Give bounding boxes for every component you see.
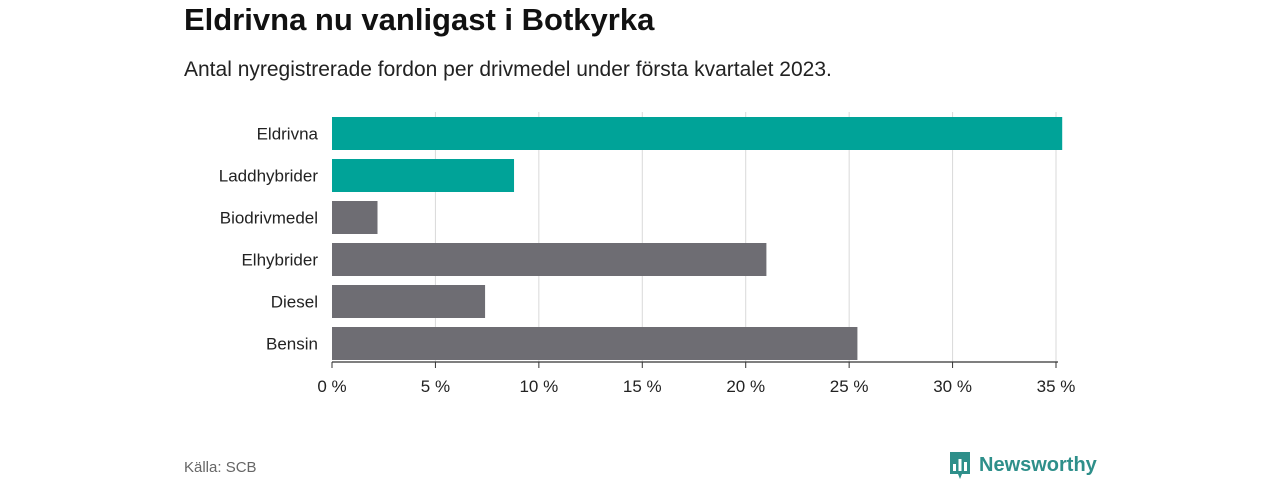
x-tick-label: 5 %: [421, 377, 450, 396]
x-tick-label: 35 %: [1037, 377, 1076, 396]
x-tick-label: 20 %: [726, 377, 765, 396]
brand-logo[interactable]: Newsworthy: [948, 450, 1097, 480]
category-label: Elhybrider: [241, 251, 318, 270]
x-tick-label: 30 %: [933, 377, 972, 396]
chart-title: Eldrivna nu vanligast i Botkyrka: [184, 2, 655, 37]
bar: [332, 285, 486, 318]
x-tick-label: 0 %: [317, 377, 346, 396]
bar: [332, 243, 767, 276]
category-label: Laddhybrider: [219, 167, 319, 186]
bar: [332, 327, 858, 360]
category-label: Biodrivmedel: [220, 209, 318, 228]
bar-chart-icon: [950, 452, 970, 479]
chart-subtitle: Antal nyregistrerade fordon per drivmede…: [184, 58, 832, 81]
source-note: Källa: SCB: [184, 459, 257, 476]
category-label: Bensin: [266, 335, 318, 354]
category-label: Diesel: [271, 293, 318, 312]
category-label: Eldrivna: [257, 125, 319, 144]
x-tick-label: 25 %: [830, 377, 869, 396]
bar: [332, 201, 378, 234]
brand-name: Newsworthy: [979, 453, 1097, 476]
bar: [332, 117, 1063, 150]
x-tick-label: 10 %: [519, 377, 558, 396]
x-tick-label: 15 %: [623, 377, 662, 396]
bar: [332, 159, 515, 192]
